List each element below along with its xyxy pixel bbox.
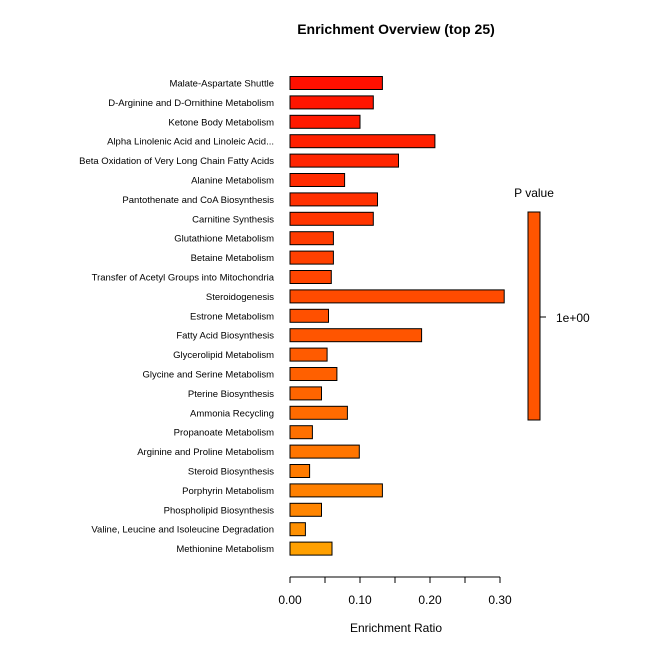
bar bbox=[289, 425, 313, 440]
bar bbox=[289, 386, 322, 401]
category-label: Ketone Body Metabolism bbox=[168, 117, 274, 128]
category-label: Ammonia Recycling bbox=[190, 408, 274, 419]
category-label: Glycerolipid Metabolism bbox=[173, 350, 274, 361]
bar bbox=[289, 114, 361, 129]
category-label: Alpha Linolenic Acid and Linoleic Acid..… bbox=[107, 137, 274, 148]
bar bbox=[289, 76, 383, 90]
bar bbox=[289, 522, 306, 537]
bar bbox=[289, 289, 505, 304]
bar bbox=[289, 270, 332, 284]
bar bbox=[289, 211, 374, 226]
category-labels-group: Malate-Aspartate Shuttle D-Arginine and D… bbox=[79, 79, 275, 556]
legend-color-bar bbox=[527, 211, 541, 421]
legend-title: P value bbox=[514, 186, 554, 200]
bar bbox=[289, 483, 383, 498]
legend-label: 1e+00 bbox=[556, 311, 590, 325]
bar bbox=[289, 367, 338, 381]
category-label: Propanoate Metabolism bbox=[174, 428, 274, 439]
bar bbox=[289, 153, 399, 168]
category-label: Valine, Leucine and Isoleucine Degradati… bbox=[91, 525, 274, 536]
x-tick-label: 0.00 bbox=[278, 593, 302, 607]
bars-group bbox=[289, 76, 505, 556]
bar bbox=[289, 231, 334, 246]
pvalue-legend: P value 1e+00 bbox=[514, 186, 590, 421]
bar bbox=[289, 347, 328, 362]
category-label: Estrone Metabolism bbox=[190, 311, 274, 322]
category-label: Malate-Aspartate Shuttle bbox=[169, 79, 274, 90]
bar bbox=[289, 405, 348, 420]
category-label: Methionine Metabolism bbox=[176, 544, 274, 555]
bar bbox=[289, 541, 333, 556]
bar bbox=[289, 192, 378, 207]
bar bbox=[289, 502, 322, 517]
category-label: Beta Oxidation of Very Long Chain Fatty … bbox=[79, 156, 274, 167]
category-label: Phospholipid Biosynthesis bbox=[164, 505, 275, 516]
bar bbox=[289, 173, 346, 187]
category-label: Alanine Metabolism bbox=[191, 176, 274, 187]
x-axis: 0.00 0.10 0.20 0.30 bbox=[278, 576, 512, 607]
category-label: Transfer of Acetyl Groups into Mitochond… bbox=[92, 273, 275, 284]
bar bbox=[289, 328, 423, 343]
x-tick-label: 0.20 bbox=[418, 593, 442, 607]
category-label: Glutathione Metabolism bbox=[174, 234, 274, 245]
bar bbox=[289, 95, 374, 110]
x-tick-label: 0.30 bbox=[488, 593, 512, 607]
category-label: Arginine and Proline Metabolism bbox=[137, 447, 274, 458]
bar bbox=[289, 444, 360, 459]
category-label: Betaine Metabolism bbox=[191, 253, 275, 264]
category-label: Fatty Acid Biosynthesis bbox=[176, 331, 274, 342]
x-axis-title: Enrichment Ratio bbox=[350, 621, 442, 635]
bar bbox=[289, 134, 436, 149]
category-label: Steroidogenesis bbox=[206, 292, 274, 303]
category-label: Steroid Biosynthesis bbox=[188, 467, 274, 478]
chart-title: Enrichment Overview (top 25) bbox=[297, 21, 495, 37]
bar bbox=[289, 464, 311, 478]
category-label: D-Arginine and D-Ornithine Metabolism bbox=[108, 98, 274, 109]
category-label: Carnitine Synthesis bbox=[192, 214, 274, 225]
category-label: Pterine Biosynthesis bbox=[188, 389, 274, 400]
x-tick-label: 0.10 bbox=[348, 593, 372, 607]
bar bbox=[289, 308, 329, 323]
category-label: Pantothenate and CoA Biosynthesis bbox=[122, 195, 274, 206]
category-label: Glycine and Serine Metabolism bbox=[143, 370, 275, 381]
category-label: Porphyrin Metabolism bbox=[182, 486, 274, 497]
bar bbox=[289, 250, 334, 265]
